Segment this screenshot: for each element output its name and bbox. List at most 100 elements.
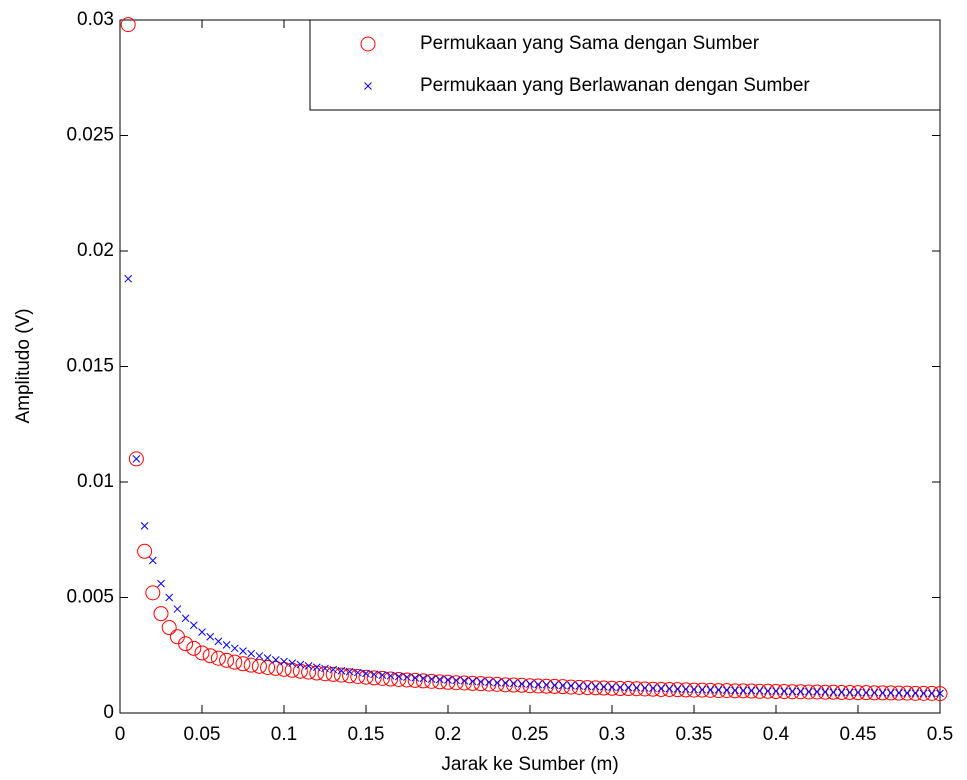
marker-circle bbox=[809, 684, 825, 700]
marker-circle bbox=[883, 685, 899, 701]
marker-cross bbox=[157, 579, 165, 588]
marker-circle bbox=[735, 683, 751, 699]
x-tick-label: 0.3 bbox=[599, 724, 625, 745]
marker-cross bbox=[337, 666, 346, 675]
marker-cross bbox=[780, 687, 789, 696]
marker-cross bbox=[321, 664, 329, 673]
marker-circle bbox=[161, 620, 177, 636]
marker-cross bbox=[936, 689, 944, 698]
marker-circle bbox=[137, 543, 153, 559]
marker-cross bbox=[165, 593, 174, 602]
marker-cross bbox=[804, 687, 813, 696]
marker-cross bbox=[263, 654, 272, 662]
marker-cross bbox=[796, 687, 805, 696]
marker-cross bbox=[435, 675, 444, 684]
marker-cross bbox=[288, 659, 297, 667]
y-tick-label: 0 bbox=[103, 702, 114, 723]
y-tick-label: 0.015 bbox=[66, 356, 114, 377]
marker-cross bbox=[550, 681, 559, 690]
marker-circle bbox=[260, 659, 276, 675]
marker-circle bbox=[325, 666, 341, 682]
marker-circle bbox=[145, 585, 161, 601]
marker-cross bbox=[813, 687, 821, 696]
marker-cross bbox=[608, 683, 616, 691]
marker-cross bbox=[895, 689, 903, 697]
marker-circle bbox=[776, 684, 792, 700]
marker-circle bbox=[178, 636, 194, 652]
marker-cross bbox=[690, 685, 698, 694]
marker-cross bbox=[526, 680, 534, 688]
marker-circle bbox=[120, 17, 136, 33]
marker-circle bbox=[358, 669, 374, 685]
plot-area bbox=[119, 19, 941, 714]
y-tick-label: 0.03 bbox=[77, 9, 114, 30]
legend-box bbox=[309, 19, 941, 111]
marker-cross bbox=[247, 649, 256, 658]
marker-cross bbox=[583, 682, 592, 691]
marker-cross bbox=[829, 688, 838, 697]
marker-circle bbox=[309, 665, 325, 681]
marker-cross bbox=[239, 647, 247, 655]
marker-circle bbox=[932, 686, 948, 702]
marker-circle bbox=[227, 654, 243, 670]
legend-label: Permukaan yang Berlawanan dengan Sumber bbox=[420, 75, 810, 96]
marker-cross bbox=[599, 683, 608, 691]
marker-cross bbox=[854, 688, 862, 697]
marker-cross bbox=[903, 689, 912, 697]
marker-circle bbox=[202, 648, 218, 664]
marker-circle bbox=[366, 670, 382, 686]
marker-cross bbox=[198, 628, 206, 637]
legend-marker bbox=[360, 36, 376, 52]
marker-cross bbox=[280, 657, 288, 666]
marker-circle bbox=[891, 685, 907, 701]
marker-cross bbox=[657, 684, 666, 693]
marker-cross bbox=[493, 678, 502, 687]
marker-cross bbox=[452, 676, 461, 685]
marker-circle bbox=[793, 684, 809, 700]
marker-cross bbox=[772, 687, 780, 695]
marker-cross bbox=[132, 455, 141, 463]
y-axis-label: Amplitudo (V) bbox=[13, 308, 34, 423]
legend-marker bbox=[364, 82, 372, 90]
marker-cross bbox=[747, 686, 756, 695]
marker-cross bbox=[919, 689, 928, 698]
marker-circle bbox=[801, 684, 817, 700]
x-tick-label: 0.05 bbox=[184, 724, 221, 745]
marker-cross bbox=[378, 671, 387, 679]
y-tick-label: 0.02 bbox=[77, 240, 114, 261]
marker-cross bbox=[722, 686, 731, 694]
marker-cross bbox=[788, 687, 797, 696]
marker-circle bbox=[317, 666, 333, 682]
marker-cross bbox=[403, 673, 411, 682]
marker-circle bbox=[301, 664, 317, 680]
marker-cross bbox=[370, 670, 379, 679]
marker-cross bbox=[681, 685, 690, 694]
marker-cross bbox=[312, 663, 321, 672]
marker-cross bbox=[271, 656, 280, 664]
marker-cross bbox=[140, 522, 149, 530]
marker-circle bbox=[276, 661, 292, 677]
marker-cross bbox=[821, 688, 830, 696]
marker-circle bbox=[210, 650, 226, 666]
marker-cross bbox=[411, 674, 420, 682]
marker-cross bbox=[345, 667, 354, 676]
x-tick-label: 0.35 bbox=[676, 724, 713, 745]
x-tick-label: 0.45 bbox=[840, 724, 877, 745]
marker-circle bbox=[128, 451, 144, 467]
marker-cross bbox=[567, 681, 575, 690]
marker-cross bbox=[649, 684, 657, 693]
marker-cross bbox=[862, 688, 871, 697]
marker-cross bbox=[386, 671, 395, 680]
y-tick-label: 0.01 bbox=[77, 471, 114, 492]
marker-cross bbox=[542, 680, 551, 689]
marker-circle bbox=[784, 684, 800, 700]
marker-cross bbox=[419, 674, 428, 683]
marker-circle bbox=[850, 685, 866, 701]
marker-cross bbox=[927, 689, 936, 698]
marker-cross bbox=[468, 677, 477, 686]
marker-cross bbox=[362, 669, 370, 678]
marker-circle bbox=[834, 684, 850, 700]
marker-circle bbox=[235, 656, 251, 672]
marker-circle bbox=[907, 685, 923, 701]
